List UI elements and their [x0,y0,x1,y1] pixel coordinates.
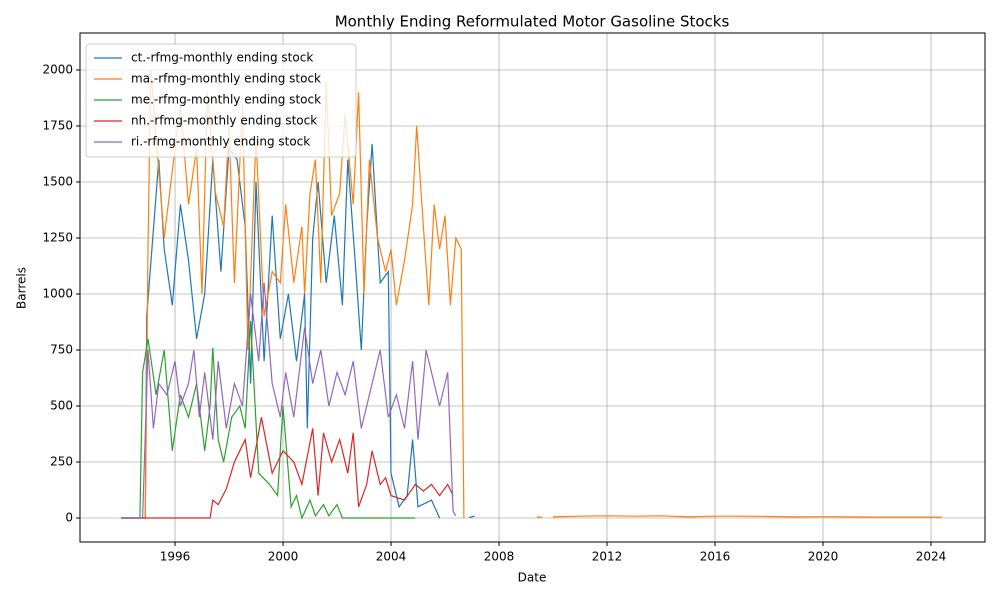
y-tick-label: 2000 [42,62,73,76]
x-tick-label: 2008 [484,550,515,564]
series-line [121,417,454,519]
legend-label: nh.-rfmg-monthly ending stock [131,114,317,128]
x-tick-label: 2020 [808,550,839,564]
series-line [121,320,416,520]
y-tick-label: 250 [50,455,73,469]
series-line [121,143,441,519]
series-line [552,515,942,518]
legend-box [85,43,357,158]
x-axis-label: Date [518,571,547,585]
x-tick-label: 2004 [376,550,407,564]
y-tick-label: 0 [65,511,73,525]
series-line [469,515,475,518]
x-tick-label: 2016 [700,550,731,564]
y-tick-label: 750 [50,343,73,357]
x-tick-label: 1996 [160,550,191,564]
x-tick-label: 2024 [916,550,947,564]
legend-label: ma.-rfmg-monthly ending stock [131,72,321,86]
y-tick-label: 500 [50,399,73,413]
x-tick-label: 2012 [592,550,623,564]
y-tick-label: 1750 [42,118,73,132]
y-tick-label: 1500 [42,174,73,188]
series-line [121,69,465,519]
legend-label: ct.-rfmg-monthly ending stock [131,51,313,65]
legend-label: me.-rfmg-monthly ending stock [131,93,321,107]
series-line [121,282,457,519]
y-tick-label: 1250 [42,230,73,244]
x-tick-label: 2000 [268,550,299,564]
y-axis-label: Barrels [15,267,29,309]
series-line [536,516,543,518]
plot-frame [79,32,986,543]
y-tick-label: 1000 [42,286,73,300]
chart-title: Monthly Ending Reformulated Motor Gasoli… [335,13,730,31]
legend-label: ri.-rfmg-monthly ending stock [131,135,310,149]
